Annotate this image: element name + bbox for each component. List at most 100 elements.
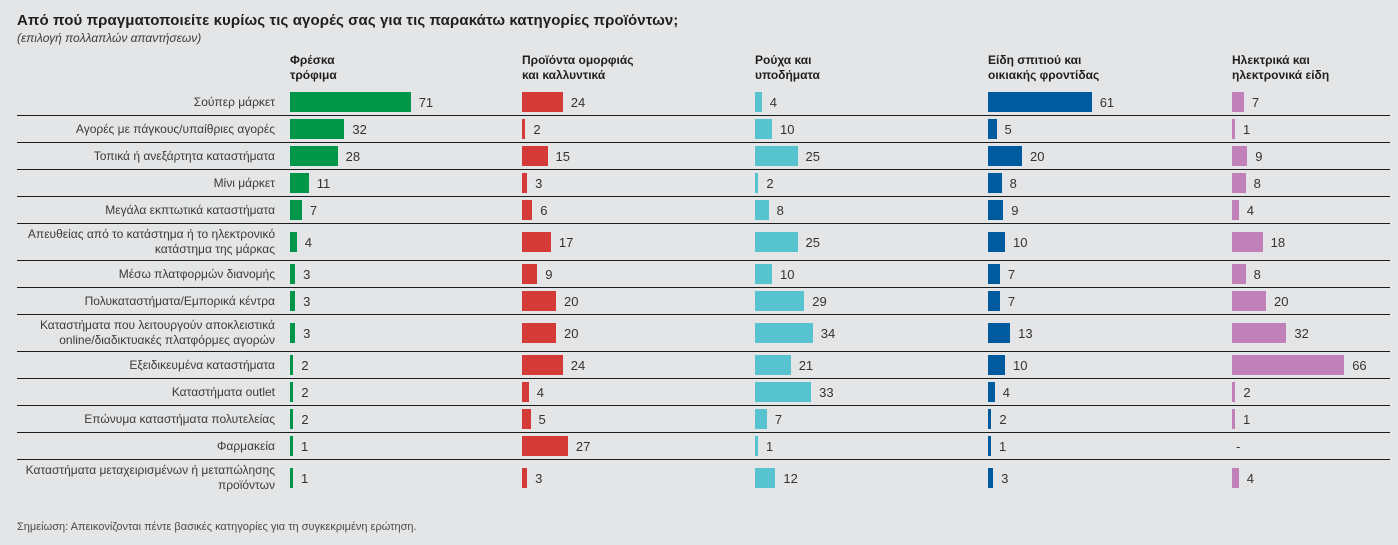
- bar-cell: 1: [284, 436, 516, 456]
- value-label: 8: [1009, 175, 1017, 191]
- bar: [290, 323, 296, 343]
- table-row: Καταστήματα μεταχειρισμένων ή μεταπώληση…: [17, 460, 1390, 496]
- bar: [290, 200, 302, 220]
- value-label: 4: [304, 234, 313, 250]
- row-label: Φαρμακεία: [216, 438, 275, 453]
- bar-cell: -: [1226, 436, 1390, 456]
- value-label: 15: [555, 148, 570, 164]
- bar-cell: 8: [1226, 264, 1390, 284]
- value-label: 27: [575, 438, 591, 454]
- value-label: 1: [999, 438, 1007, 454]
- value-label: 7: [1007, 266, 1016, 282]
- row-label: Απευθείας από το κατάστημα ή το ηλεκτρον…: [27, 227, 275, 256]
- value-label: 4: [1246, 202, 1255, 218]
- bar-cell: 3: [284, 291, 516, 311]
- bar: [755, 355, 791, 375]
- bar: [522, 200, 533, 220]
- row-label: Καταστήματα outlet: [171, 384, 275, 399]
- bar: [290, 355, 294, 375]
- table-row: Καταστήματα outlet 2 4 33 4 2: [17, 379, 1390, 406]
- bar-cell: 20: [982, 146, 1226, 166]
- bar-cell: 24: [516, 355, 749, 375]
- value-label: 20: [564, 325, 579, 341]
- table-row: Τοπικά ή ανεξάρτητα καταστήματα 28 15 25 20 9: [17, 143, 1390, 170]
- chart-rows: Σούπερ μάρκετ 71 24 4 61 7 Αγορές με πάγκους/υ…: [17, 89, 1390, 496]
- bar: [522, 146, 548, 166]
- value-label: 33: [819, 384, 834, 400]
- value-label: 5: [1004, 121, 1012, 137]
- value-label: 1: [766, 438, 774, 454]
- bar: [1232, 92, 1244, 112]
- value-label: 8: [1253, 175, 1261, 191]
- bar-cell: 4: [284, 227, 516, 257]
- row-label: Καταστήματα που λειτουργούν αποκλειστικά…: [39, 318, 275, 347]
- bar-cell: 3: [516, 173, 749, 193]
- value-label: 5: [538, 411, 546, 427]
- value-label: 34: [820, 325, 836, 341]
- value-label: 3: [535, 175, 543, 191]
- bar-cell: 20: [516, 291, 749, 311]
- bar: [988, 468, 994, 488]
- value-label: 32: [352, 121, 367, 137]
- value-label: 3: [303, 293, 311, 309]
- value-label: 3: [303, 325, 311, 341]
- bar: [988, 173, 1002, 193]
- value-label: 20: [1030, 148, 1045, 164]
- bar-cell: 9: [1226, 146, 1390, 166]
- bar: [1232, 468, 1239, 488]
- bar-cell: 27: [516, 436, 749, 456]
- bar-cell: 7: [982, 291, 1226, 311]
- row-label: Πολυκαταστήματα/Εμπορικά κέντρα: [84, 293, 275, 308]
- value-label: 4: [1002, 384, 1011, 400]
- value-label: 8: [1253, 266, 1261, 282]
- bar-cell: 8: [1226, 173, 1390, 193]
- value-label: 1: [301, 470, 309, 486]
- bar: [1232, 200, 1239, 220]
- bar-cell: 3: [982, 463, 1226, 493]
- bar: [988, 382, 995, 402]
- value-label: 8: [776, 202, 784, 218]
- bar: [290, 264, 296, 284]
- value-label: 24: [570, 357, 586, 373]
- bar-cell: 9: [516, 264, 749, 284]
- bar-cell: 32: [284, 119, 516, 139]
- value-label: 18: [1270, 234, 1286, 250]
- bar-cell: 3: [516, 463, 749, 493]
- bar-cell: 8: [982, 173, 1226, 193]
- bar-cell: 2: [284, 409, 516, 429]
- bar: [755, 291, 805, 311]
- bar-cell: 7: [982, 264, 1226, 284]
- bar: [988, 119, 997, 139]
- bar-cell: 1: [1226, 409, 1390, 429]
- value-label: 20: [564, 293, 579, 309]
- bar: [522, 119, 526, 139]
- bar-cell: 10: [749, 264, 982, 284]
- table-row: Επώνυμα καταστήματα πολυτελείας 2 5 7 2 1: [17, 406, 1390, 433]
- table-row: Αγορές με πάγκους/υπαίθριες αγορές 32 2 10 5…: [17, 116, 1390, 143]
- series-header: Προϊόντα ομορφιάς και καλλυντικά: [522, 53, 634, 82]
- bar: [988, 436, 991, 456]
- bar-cell: 10: [982, 355, 1226, 375]
- bar: [522, 436, 568, 456]
- value-label: 9: [545, 266, 553, 282]
- row-label: Επώνυμα καταστήματα πολυτελείας: [84, 411, 275, 426]
- bar-cell: 3: [284, 264, 516, 284]
- bar-cell: 15: [516, 146, 749, 166]
- bar: [755, 173, 759, 193]
- bar-cell: 25: [749, 227, 982, 257]
- bar: [755, 323, 813, 343]
- row-label: Εξειδικευμένα καταστήματα: [129, 357, 275, 372]
- bar-cell: 4: [982, 382, 1226, 402]
- bar: [988, 92, 1092, 112]
- bar-cell: 1: [1226, 119, 1390, 139]
- row-label: Σούπερ μάρκετ: [193, 94, 275, 109]
- bar: [988, 264, 1000, 284]
- table-row: Σούπερ μάρκετ 71 24 4 61 7: [17, 89, 1390, 116]
- bar: [290, 436, 293, 456]
- value-label: 7: [774, 411, 783, 427]
- bar: [290, 382, 294, 402]
- value-label: 2: [999, 411, 1007, 427]
- bar: [522, 92, 563, 112]
- bar-cell: 32: [1226, 318, 1390, 348]
